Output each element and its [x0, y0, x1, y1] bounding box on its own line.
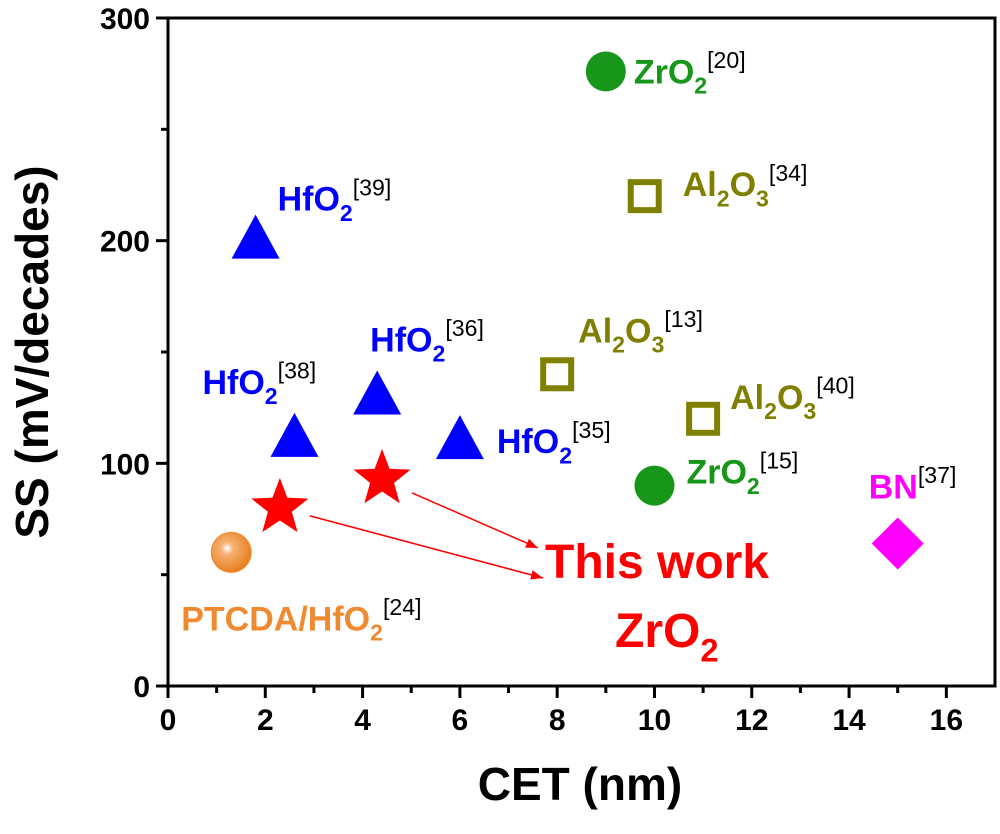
label-part: HfO — [370, 322, 432, 360]
label-part: This work — [545, 536, 769, 589]
point-label: ZrO2[15] — [686, 447, 798, 499]
label-part: 3 — [756, 185, 769, 211]
label-part: 2 — [694, 73, 707, 99]
label-part: O — [777, 379, 803, 417]
label-part: 2 — [265, 383, 278, 409]
x-tick-label: 2 — [257, 704, 274, 737]
annotation: This work — [545, 536, 769, 589]
label-part: 2 — [747, 473, 760, 499]
label-part: [40] — [816, 373, 855, 399]
point-label: HfO2[38] — [202, 358, 316, 410]
label-part: [13] — [664, 306, 703, 332]
label-part: HfO — [497, 423, 559, 461]
label-part: [36] — [445, 315, 484, 341]
label-part: 2 — [433, 341, 446, 367]
label-part: BN — [869, 468, 918, 506]
point-label: ZrO2[20] — [634, 47, 746, 99]
point-label: HfO2[36] — [370, 315, 484, 367]
label-part: [34] — [769, 160, 808, 186]
point-label: BN[37] — [869, 462, 957, 506]
x-tick-label: 10 — [638, 704, 671, 737]
point — [353, 448, 411, 504]
y-tick-label: 100 — [100, 448, 150, 481]
y-tick-label: 0 — [133, 671, 150, 704]
point — [435, 415, 484, 460]
arrow — [309, 515, 544, 580]
label-part: [24] — [383, 594, 422, 620]
point-label: PTCDA/HfO2[24] — [181, 594, 421, 646]
point — [540, 357, 575, 392]
label-part: [39] — [353, 174, 392, 200]
point-label: Al2O3[13] — [578, 306, 703, 358]
label-part: [20] — [707, 47, 746, 73]
label-part: 3 — [651, 331, 664, 357]
point — [634, 465, 675, 506]
label-part: 2 — [370, 620, 383, 646]
label-part: [35] — [572, 417, 611, 443]
label-part: 2 — [612, 331, 625, 357]
x-tick-label: 16 — [930, 704, 963, 737]
x-tick-label: 8 — [549, 704, 566, 737]
y-axis-title: SS (mV/decades) — [6, 165, 58, 538]
point — [871, 517, 924, 570]
label-part: Al — [578, 312, 612, 350]
label-part: 2 — [700, 631, 718, 668]
label-part: 2 — [717, 185, 730, 211]
point — [210, 531, 252, 573]
point — [251, 477, 309, 533]
point — [353, 370, 402, 415]
label-part: ZrO — [615, 605, 700, 658]
label-part: [37] — [918, 462, 957, 488]
y-tick-label: 300 — [100, 3, 150, 36]
x-tick-label: 6 — [452, 704, 469, 737]
label-part: Al — [730, 379, 764, 417]
point-label: HfO2[35] — [497, 417, 611, 469]
x-axis-title: CET (nm) — [478, 758, 682, 810]
label-part: [38] — [278, 358, 317, 384]
label-part: O — [625, 312, 651, 350]
label-part: 2 — [340, 200, 353, 226]
y-tick-label: 200 — [100, 226, 150, 259]
x-tick-label: 0 — [160, 704, 177, 737]
arrow — [411, 492, 539, 549]
label-part: HfO — [278, 181, 340, 219]
x-tick-label: 12 — [735, 704, 768, 737]
point — [585, 51, 626, 92]
label-part: O — [730, 166, 756, 204]
x-tick-label: 14 — [832, 704, 866, 737]
label-part: ZrO — [686, 454, 746, 492]
point — [231, 214, 280, 259]
point — [270, 412, 319, 457]
label-part: HfO — [202, 364, 264, 402]
point — [686, 401, 721, 436]
point-label: Al2O3[40] — [730, 373, 855, 425]
label-part: ZrO — [634, 53, 694, 91]
point — [627, 179, 662, 214]
point-label: Al2O3[34] — [683, 160, 808, 212]
label-part: [15] — [760, 447, 799, 473]
point-label: HfO2[39] — [278, 174, 392, 226]
label-part: 2 — [559, 442, 572, 468]
label-part: Al — [683, 166, 717, 204]
label-part: 3 — [803, 398, 816, 424]
annotation: ZrO2 — [615, 605, 719, 668]
label-part: 2 — [764, 398, 777, 424]
label-part: PTCDA/HfO — [181, 600, 370, 638]
x-tick-label: 4 — [354, 704, 371, 737]
